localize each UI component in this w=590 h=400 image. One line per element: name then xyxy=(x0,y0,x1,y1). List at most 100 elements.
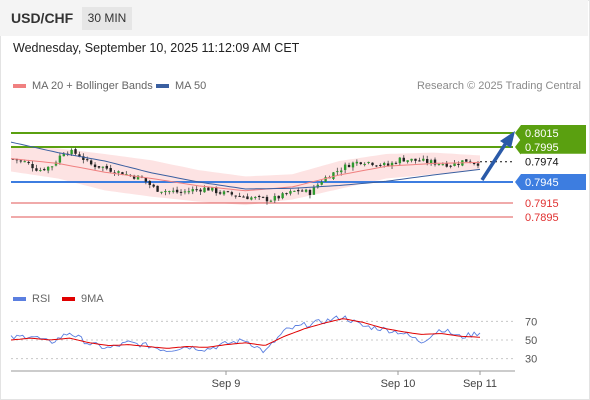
candle-body xyxy=(363,163,366,165)
candle-body xyxy=(386,163,390,166)
candle-body xyxy=(285,193,288,195)
candle-body xyxy=(164,191,167,193)
candle-body xyxy=(152,184,155,187)
candle-body xyxy=(31,163,34,169)
candle-body xyxy=(441,164,445,166)
candle-body xyxy=(78,154,81,157)
candle-body xyxy=(144,177,148,182)
candle-body xyxy=(226,191,230,193)
rsi-ma-swatch xyxy=(62,297,75,302)
candle-body xyxy=(250,197,253,200)
candle-body xyxy=(179,191,183,193)
rsi-swatch xyxy=(13,297,26,302)
candle-body xyxy=(148,181,151,185)
candle-body xyxy=(472,162,476,164)
candle-body xyxy=(58,155,62,163)
rsi-tick-label: 70 xyxy=(525,316,537,328)
candle-body xyxy=(183,191,187,193)
candle-body xyxy=(304,189,308,192)
candle-body xyxy=(191,189,194,192)
candle-body xyxy=(316,184,319,188)
candle-body xyxy=(293,190,296,192)
level-tag-0.8015 xyxy=(515,125,586,141)
candle-body xyxy=(269,200,273,202)
candle-body xyxy=(89,160,93,165)
x-axis-label: Sep 11 xyxy=(463,378,497,390)
legend-ma50-label: MA 50 xyxy=(175,80,207,92)
timeframe-button[interactable]: 30 MIN xyxy=(82,7,132,30)
candle-body xyxy=(218,192,222,194)
candle-body xyxy=(265,196,269,202)
candle-body xyxy=(437,163,441,165)
candle-body xyxy=(351,162,355,168)
candle-body xyxy=(414,158,417,161)
candle-body xyxy=(300,190,304,192)
candle-body xyxy=(340,170,343,173)
candle-body xyxy=(238,195,241,197)
candle-body xyxy=(27,161,30,164)
candle-body xyxy=(97,166,101,168)
candle-body xyxy=(394,162,398,164)
candle-body xyxy=(230,192,234,195)
candle-body xyxy=(234,195,237,197)
level-label-0.8015: 0.8015 xyxy=(525,128,559,140)
header-bar: USD/CHF 30 MIN xyxy=(0,0,588,36)
level-label-0.7895: 0.7895 xyxy=(525,212,559,224)
level-tag-0.7945 xyxy=(515,174,586,190)
candle-body xyxy=(406,160,409,162)
candle-body xyxy=(105,165,108,169)
candle-body xyxy=(125,173,128,175)
candle-body xyxy=(50,166,54,168)
candle-body xyxy=(203,187,206,193)
candle-body xyxy=(222,191,226,195)
candle-body xyxy=(453,162,456,167)
candle-body xyxy=(254,196,257,198)
legend-rsi-ma-label: 9MA xyxy=(81,293,104,305)
candle-body xyxy=(257,196,261,198)
candle-body xyxy=(195,189,198,191)
forecast-arrow-head xyxy=(500,131,515,148)
candle-body xyxy=(39,170,42,172)
candle-body xyxy=(160,191,163,193)
candle-body xyxy=(418,160,421,162)
candle-body xyxy=(168,191,171,193)
candle-body xyxy=(379,164,382,166)
candle-body xyxy=(62,153,65,157)
ma50-line xyxy=(10,141,481,190)
candle-body xyxy=(93,164,97,168)
candle-body xyxy=(465,159,468,162)
level-tag-0.7995 xyxy=(515,139,586,155)
candle-body xyxy=(347,164,351,168)
candle-body xyxy=(43,169,46,171)
candle-body xyxy=(367,161,370,164)
rsi-ma-line xyxy=(10,318,481,349)
candle-body xyxy=(46,166,50,171)
ma20-swatch xyxy=(13,84,26,89)
candle-body xyxy=(320,181,323,185)
candle-body xyxy=(70,149,73,155)
legend-rsi-label: RSI xyxy=(32,293,51,305)
candle-body xyxy=(398,157,402,164)
bollinger-band-fill xyxy=(11,145,480,206)
level-label-0.7995: 0.7995 xyxy=(525,142,559,154)
candle-body xyxy=(273,196,277,201)
legend-ma20: MA 20 + Bollinger Bands xyxy=(13,80,153,92)
candle-body xyxy=(74,149,77,154)
forecast-arrow-shaft xyxy=(480,142,508,181)
candle-body xyxy=(172,190,175,192)
copyright-label: Research © 2025 Trading Central xyxy=(416,80,581,92)
legend-rsi: RSI xyxy=(13,293,50,305)
symbol-label: USD/CHF xyxy=(11,10,74,26)
candle-body xyxy=(312,186,316,195)
candle-body xyxy=(35,168,38,171)
x-axis-label: Sep 10 xyxy=(381,378,416,390)
candle-body xyxy=(132,175,136,179)
candle-body xyxy=(375,165,378,167)
candle-body xyxy=(410,158,413,161)
x-axis-label: Sep 9 xyxy=(212,378,241,390)
candle-body xyxy=(429,160,433,164)
candle-body xyxy=(242,196,245,198)
level-label-0.7945: 0.7945 xyxy=(525,177,559,189)
candle-body xyxy=(136,175,140,180)
